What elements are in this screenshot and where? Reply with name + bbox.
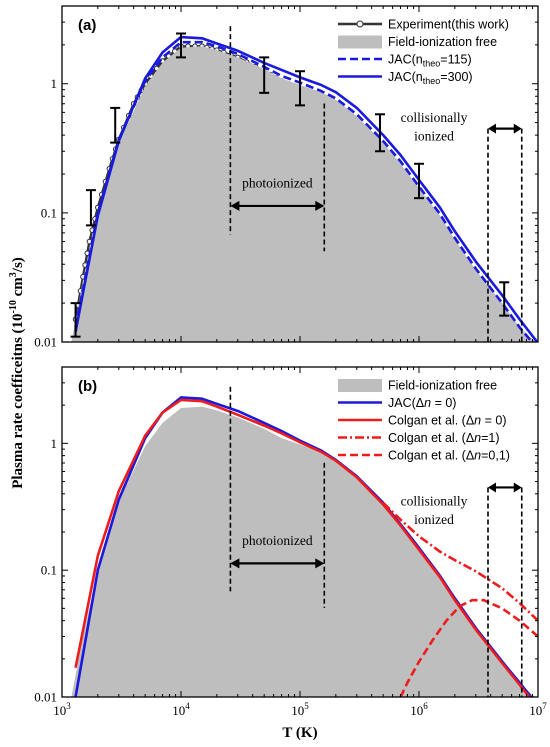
collisional-arrow-head-right [513,123,522,134]
y-axis-label: Plasma rate coefficeitns (10-10 cm3/s) [8,257,26,489]
series-area-field-ionization-free [71,46,535,342]
legend: Experiment(this work) Field-ionization fr… [338,18,509,86]
x-tick-label: 103 [53,701,71,718]
legend-label: JAC(Δn = 0) [388,396,456,410]
legend-label: Experiment(this work) [388,18,509,32]
plot-area [70,32,538,342]
collisionally-label: collisionally [401,494,468,509]
panel-b: photoionized collisionally ionized 0.01 0.1 1… [34,366,547,718]
series-line-3 [74,35,538,342]
plot-area [71,396,538,697]
legend-swatch-area [338,35,382,49]
legend-swatch-marker [356,20,364,28]
x-tick-label: 107 [529,701,547,718]
series-line-4 [399,598,538,697]
y-tick-label: 1 [51,76,58,91]
series-area-field-ionization-free [71,406,535,697]
photo-arrow-head-right [315,558,325,569]
panel-a: photoionized collisionally ionized 0.01 0.1 1… [34,5,539,350]
x-tick-label: 105 [291,701,309,718]
x-axis-label: T (K) [282,725,317,741]
legend-label: JAC(ntheo=115) [388,53,472,69]
photoionized-label: photoionized [242,175,313,190]
photo-arrow-head-right [315,200,325,211]
series-line-3 [382,501,538,622]
legend-swatch-area [338,379,382,392]
collisionally-label: collisionally [401,110,468,125]
legend: Field-ionization free JAC(Δn = 0) Colgan e… [338,379,510,463]
legend-label: Colgan et al. (Δn = 0) [388,414,507,428]
legend-label: JAC(ntheo=300) [388,70,473,86]
series-line-2 [74,398,531,697]
y-tick-label: 0.1 [41,205,57,220]
panel-label: (a) [78,17,96,34]
y-tick-label: 0.1 [41,563,57,578]
legend-label: Field-ionization free [388,35,497,49]
ionized-label: ionized [414,128,454,143]
ionized-label: ionized [414,512,454,527]
x-tick-label: 106 [410,701,428,718]
collisional-arrow-head-right [513,482,522,493]
series-line-2 [74,40,534,342]
photo-arrow-head-left [230,558,240,569]
collisional-arrow-head-left [487,482,496,493]
y-tick-label: 1 [51,436,58,451]
collisional-arrow-head-left [487,123,496,134]
x-tick-label: 104 [172,701,190,718]
photo-arrow-head-left [230,200,240,211]
panel-label: (b) [78,378,97,395]
legend-label: Colgan et al. (Δn=1) [388,431,500,445]
y-tick-label: 0.01 [34,335,57,350]
legend-label: Colgan et al. (Δn=0,1) [388,449,510,463]
legend-label: Field-ionization free [388,379,497,393]
photoionized-label: photoionized [242,533,313,548]
y-tick-label: 0.01 [34,690,57,705]
